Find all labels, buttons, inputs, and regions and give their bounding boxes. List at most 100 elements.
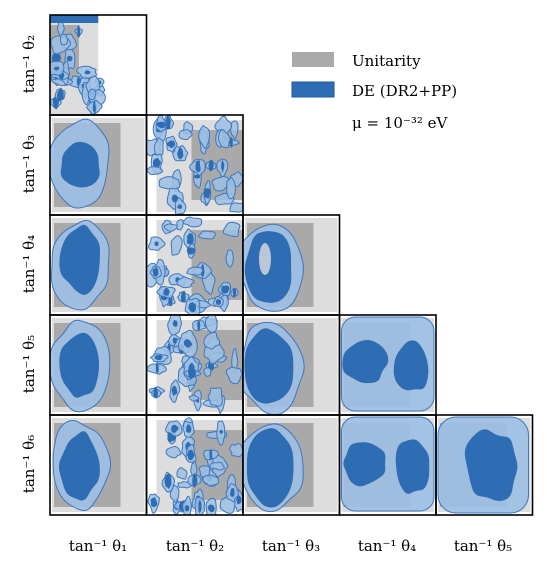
de-hole: [259, 243, 271, 275]
de-inner-contour: [177, 204, 183, 209]
de-inner-contour: [155, 362, 159, 374]
de-inner-contour: [197, 320, 201, 331]
de-outer-contour: [188, 394, 200, 402]
de-inner-contour: [156, 121, 166, 129]
de-inner-contour: [58, 431, 100, 501]
panel-6-1: [49, 414, 148, 516]
de-inner-contour: [186, 232, 194, 245]
de-inner-contour: [52, 51, 61, 64]
de-inner-contour: [207, 504, 216, 513]
de-outer-contour: [165, 445, 182, 459]
de-outer-contour: [158, 176, 181, 190]
xlabel-theta2: tan⁻¹ θ₂: [166, 537, 224, 555]
de-inner-contour: [187, 367, 197, 379]
de-inner-contour: [343, 442, 386, 487]
de-inner-contour: [50, 15, 99, 23]
legend: Unitarity DE (DR2+PP) μ = 10⁻³² eV: [291, 52, 457, 132]
de-outer-contour: [176, 467, 188, 480]
de-outer-contour: [170, 235, 183, 256]
de-outer-contour: [222, 221, 241, 238]
de-inner-contour: [180, 290, 186, 303]
de-inner-contour: [187, 449, 195, 461]
de-outer-contour: [207, 387, 223, 407]
de-inner-contour: [92, 100, 97, 113]
de-inner-contour: [163, 287, 170, 296]
de-outer-contour: [225, 249, 234, 268]
panel-4-3: [242, 214, 341, 316]
panel-6-2: [145, 414, 244, 516]
de-inner-contour: [198, 499, 202, 513]
xlabel-theta3: tan⁻¹ θ₃: [262, 537, 320, 555]
de-inner-contour: [221, 159, 225, 173]
de-inner-contour: [215, 299, 222, 305]
de-outer-contour: [229, 443, 243, 458]
de-inner-contour: [342, 340, 389, 384]
ylabel-theta6: tan⁻¹ θ₆: [20, 435, 38, 493]
panel-6-3: [242, 414, 341, 516]
de-inner-contour: [66, 55, 73, 62]
de-inner-contour: [393, 340, 429, 391]
de-inner-contour: [183, 339, 193, 348]
de-inner-contour: [244, 328, 294, 404]
de-inner-contour: [60, 141, 100, 188]
xlabel-theta5: tan⁻¹ θ₅: [454, 537, 512, 555]
de-inner-contour: [188, 302, 197, 313]
de-outer-contour: [163, 223, 178, 232]
de-outer-contour: [225, 366, 243, 385]
de-inner-contour: [184, 504, 190, 512]
panel-5-2: [145, 314, 244, 416]
de-inner-contour: [187, 247, 195, 255]
de-outer-contour: [217, 129, 231, 149]
panels-layer: [49, 14, 534, 516]
de-outer-contour: [176, 276, 195, 289]
ylabel-theta3: tan⁻¹ θ₃: [20, 135, 38, 193]
de-outer-contour: [202, 474, 220, 487]
de-inner-contour: [204, 188, 211, 199]
de-inner-contour: [195, 160, 201, 173]
de-inner-contour: [192, 472, 198, 488]
de-inner-contour: [246, 428, 294, 508]
de-inner-contour: [209, 449, 213, 461]
panel-3-2: [145, 114, 244, 216]
de-inner-contour: [177, 147, 184, 160]
de-outer-contour: [146, 166, 164, 176]
de-inner-contour: [171, 385, 178, 396]
de-inner-contour: [395, 439, 430, 494]
ylabel-theta5: tan⁻¹ θ₅: [20, 335, 38, 393]
xlabel-theta4: tan⁻¹ θ₄: [358, 537, 416, 555]
de-inner-contour: [165, 115, 171, 130]
de-inner-contour: [464, 429, 518, 501]
de-outer-contour: [198, 125, 211, 149]
de-inner-contour: [152, 267, 159, 277]
de-inner-contour: [59, 224, 100, 295]
de-inner-contour: [166, 140, 176, 148]
panel-4-2: [145, 214, 244, 316]
panel-5-4: [338, 314, 437, 416]
de-outer-contour: [153, 137, 164, 156]
legend-label-unitarity: Unitarity: [352, 52, 421, 70]
de-inner-contour: [236, 495, 242, 505]
ylabel-theta2: tan⁻¹ θ₂: [20, 35, 38, 93]
de-outer-contour: [198, 230, 216, 240]
panel-2-1: [49, 14, 148, 116]
de-inner-contour: [154, 241, 159, 247]
annotation-mu: μ = 10⁻³² eV: [352, 114, 449, 132]
panel-5-1: [49, 314, 148, 416]
de-inner-contour: [230, 487, 235, 498]
de-outer-contour: [169, 484, 180, 504]
de-outer-contour: [229, 120, 239, 140]
de-inner-contour: [232, 287, 237, 298]
legend-label-de: DE (DR2+PP): [352, 82, 457, 100]
panel-frame: [435, 414, 534, 516]
legend-swatch-de: [291, 81, 335, 98]
de-outer-contour: [176, 219, 184, 231]
de-inner-contour: [53, 66, 60, 71]
de-inner-contour: [57, 87, 64, 102]
de-inner-contour: [150, 497, 158, 508]
panel-6-5: [435, 414, 534, 516]
panel-4-1: [49, 214, 148, 316]
de-outer-contour: [203, 367, 212, 377]
de-outer-contour: [204, 315, 218, 334]
de-inner-contour: [221, 285, 230, 294]
de-outer-contour: [178, 129, 193, 141]
